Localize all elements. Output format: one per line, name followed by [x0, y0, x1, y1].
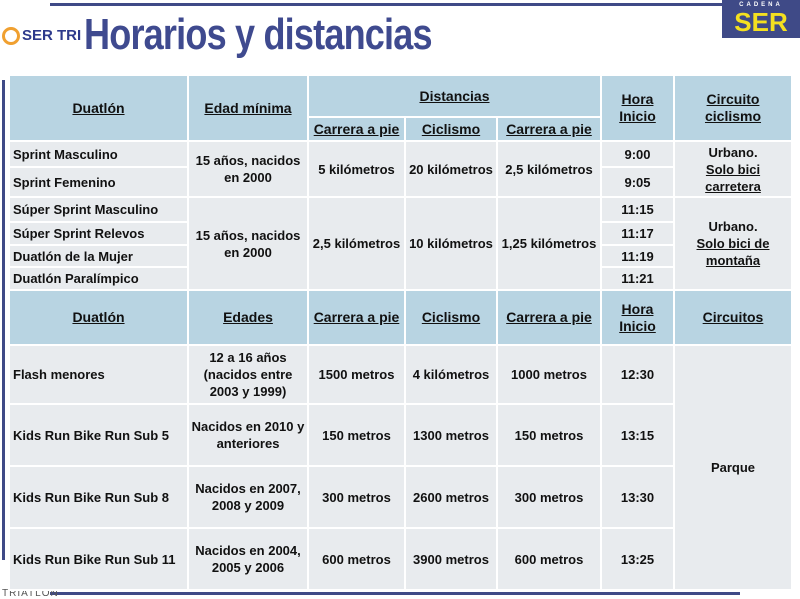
edad: 15 años, nacidos en 2000: [187, 140, 309, 198]
carrera-1: 150 metros: [307, 403, 406, 467]
header-carrera-1: Carrera a pie: [307, 116, 406, 142]
header-duatlon-2: Duatlón: [8, 289, 189, 346]
rings-icon: [2, 27, 20, 46]
table-row: Kids Run Bike Run Sub 5 Nacidos en 2010 …: [8, 403, 792, 467]
carrera-2: 1000 metros: [496, 344, 602, 405]
edad: 15 años, nacidos en 2000: [187, 196, 309, 291]
race-name: Súper Sprint Relevos: [8, 221, 189, 246]
hora: 13:30: [600, 465, 675, 529]
header-duatlon: Duatlón: [8, 74, 189, 142]
header-hora: Hora Inicio: [600, 74, 675, 142]
carrera-2: 150 metros: [496, 403, 602, 467]
hora: 11:19: [600, 244, 675, 268]
hora: 13:15: [600, 403, 675, 467]
edades: Nacidos en 2010 y anteriores: [187, 403, 309, 467]
bottom-rule: [50, 592, 740, 595]
edades: Nacidos en 2007, 2008 y 2009: [187, 465, 309, 529]
edades: Nacidos en 2004, 2005 y 2006: [187, 527, 309, 591]
hora: 9:00: [600, 140, 675, 168]
table-row: Súper Sprint Relevos 11:17: [8, 221, 792, 246]
circuito-type: Urbano.: [708, 144, 758, 160]
circuito: Parque: [673, 344, 793, 591]
ciclismo: 20 kilómetros: [404, 140, 498, 198]
header-carrera-1-2: Carrera a pie: [307, 289, 406, 346]
logo-text: SER TRI: [22, 27, 82, 44]
logo-top-text: CADENA: [739, 2, 783, 8]
race-name: Sprint Masculino: [8, 140, 189, 168]
race-name: Sprint Femenino: [8, 166, 189, 198]
header-circuito: Circuito ciclismo: [673, 74, 793, 142]
edades: 12 a 16 años (nacidos entre 2003 y 1999): [187, 344, 309, 405]
circuito-note: Solo bici carretera: [705, 161, 761, 194]
header-carrera-2: Carrera a pie: [496, 116, 602, 142]
page-title: Horarios y distancias: [84, 10, 433, 59]
hora: 11:21: [600, 266, 675, 291]
top-rule: [50, 3, 740, 6]
carrera-2: 300 metros: [496, 465, 602, 529]
cadena-ser-logo: CADENA SER: [722, 0, 800, 38]
carrera-2: 2,5 kilómetros: [496, 140, 602, 198]
ciclismo: 1300 metros: [404, 403, 498, 467]
sertri-logo: SER TRI: [2, 27, 82, 46]
table-row: Súper Sprint Masculino 15 años, nacidos …: [8, 196, 793, 291]
hora: 9:05: [600, 166, 675, 198]
hora: 11:17: [600, 221, 675, 246]
circuito: Urbano. Solo bici carretera: [673, 140, 793, 198]
table-row: Sprint Masculino 15 años, nacidos en 200…: [8, 140, 793, 198]
race-name: Duatlón Paralímpico: [8, 266, 189, 291]
race-name: Kids Run Bike Run Sub 8: [8, 465, 189, 529]
ciclismo: 4 kilómetros: [404, 344, 498, 405]
table-row: Kids Run Bike Run Sub 8 Nacidos en 2007,…: [8, 465, 792, 529]
carrera-1: 600 metros: [307, 527, 406, 591]
race-name: Kids Run Bike Run Sub 11: [8, 527, 189, 591]
circuito-type: Urbano.: [708, 219, 758, 234]
header-distancias: Distancias: [307, 74, 602, 118]
hora: 11:15: [600, 196, 675, 223]
ciclismo: 10 kilómetros: [404, 196, 498, 291]
triatlon-logo: TRIATLON: [2, 588, 59, 599]
left-rule: [2, 80, 5, 560]
table-row: Kids Run Bike Run Sub 11 Nacidos en 2004…: [8, 527, 792, 591]
table-row: Sprint Femenino 9:05: [8, 166, 792, 198]
header-edades: Edades: [187, 289, 309, 346]
header-ciclismo: Ciclismo: [404, 116, 498, 142]
race-name: Súper Sprint Masculino: [8, 196, 189, 223]
header-ciclismo-2: Ciclismo: [404, 289, 498, 346]
carrera-2: 1,25 kilómetros: [496, 196, 602, 291]
carrera-1: 2,5 kilómetros: [307, 196, 406, 291]
carrera-1: 1500 metros: [307, 344, 406, 405]
race-name: Flash menores: [8, 344, 189, 405]
race-name: Kids Run Bike Run Sub 5: [8, 403, 189, 467]
circuito-note: Solo bici de montaña: [696, 236, 770, 268]
carrera-2: 600 metros: [496, 527, 602, 591]
carrera-1: 300 metros: [307, 465, 406, 529]
table-row: Duatlón Paralímpico 11:21: [8, 266, 792, 291]
table-row: Flash menores 12 a 16 años (nacidos entr…: [8, 344, 793, 591]
carrera-1: 5 kilómetros: [307, 140, 406, 198]
ciclismo: 3900 metros: [404, 527, 498, 591]
header-circuitos: Circuitos: [673, 289, 793, 346]
schedule-table: Duatlón Edad mínima Distancias Hora Inic…: [8, 74, 793, 591]
header-carrera-2-2: Carrera a pie: [496, 289, 602, 346]
header-edad-minima: Edad mínima: [187, 74, 309, 142]
logo-text: SER: [734, 7, 788, 37]
hora: 13:25: [600, 527, 675, 591]
header-hora-2: Hora Inicio: [600, 289, 675, 346]
ciclismo: 2600 metros: [404, 465, 498, 529]
race-name: Duatlón de la Mujer: [8, 244, 189, 268]
table-row: Duatlón de la Mujer 11:19: [8, 244, 792, 268]
circuito: Urbano. Solo bici de montaña: [673, 196, 793, 291]
hora: 12:30: [600, 344, 675, 405]
